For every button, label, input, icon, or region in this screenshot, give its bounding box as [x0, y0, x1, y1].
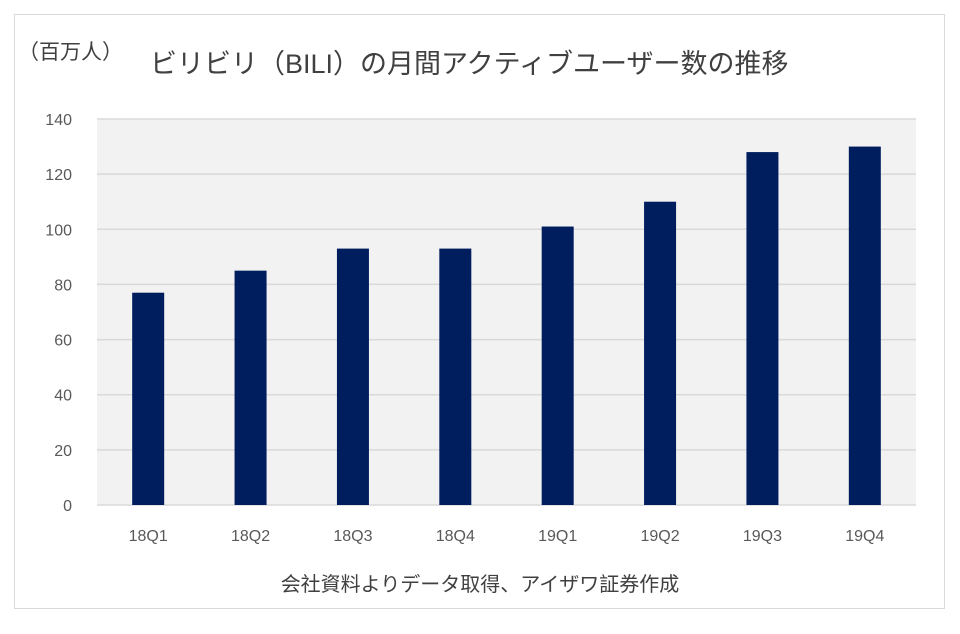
plot-area: [97, 119, 916, 505]
bar-18Q1: [132, 292, 165, 505]
x-tick-label: 19Q1: [538, 528, 577, 545]
y-tick-label: 0: [63, 498, 72, 515]
bar-19Q1: [541, 226, 574, 505]
y-tick-label: 100: [45, 222, 72, 239]
x-tick-label: 19Q2: [640, 528, 679, 545]
chart-title: ビリビリ（BILI）の月間アクティブユーザー数の推移: [150, 49, 789, 79]
y-axis-unit-label: （百万人）: [18, 41, 123, 64]
bar-19Q3: [746, 152, 779, 506]
x-tick-label: 18Q3: [333, 528, 372, 545]
y-tick-label: 40: [54, 388, 72, 405]
bar-19Q4: [848, 146, 881, 506]
bar-18Q4: [439, 248, 472, 506]
y-tick-label: 60: [54, 333, 72, 350]
x-tick-label: 19Q4: [845, 528, 884, 545]
y-tick-label: 120: [45, 167, 72, 184]
y-tick-label: 20: [54, 443, 72, 460]
x-tick-label: 18Q2: [231, 528, 270, 545]
bar-18Q3: [336, 248, 369, 506]
bar-18Q2: [234, 270, 267, 505]
x-tick-label: 18Q4: [436, 528, 475, 545]
x-tick-label: 18Q1: [129, 528, 168, 545]
bar-19Q2: [644, 201, 677, 505]
chart-frame: [14, 14, 945, 609]
x-tick-label: 19Q3: [743, 528, 782, 545]
y-tick-label: 140: [45, 112, 72, 129]
y-tick-label: 80: [54, 277, 72, 294]
source-note: 会社資料よりデータ取得、アイザワ証券作成: [280, 574, 680, 596]
